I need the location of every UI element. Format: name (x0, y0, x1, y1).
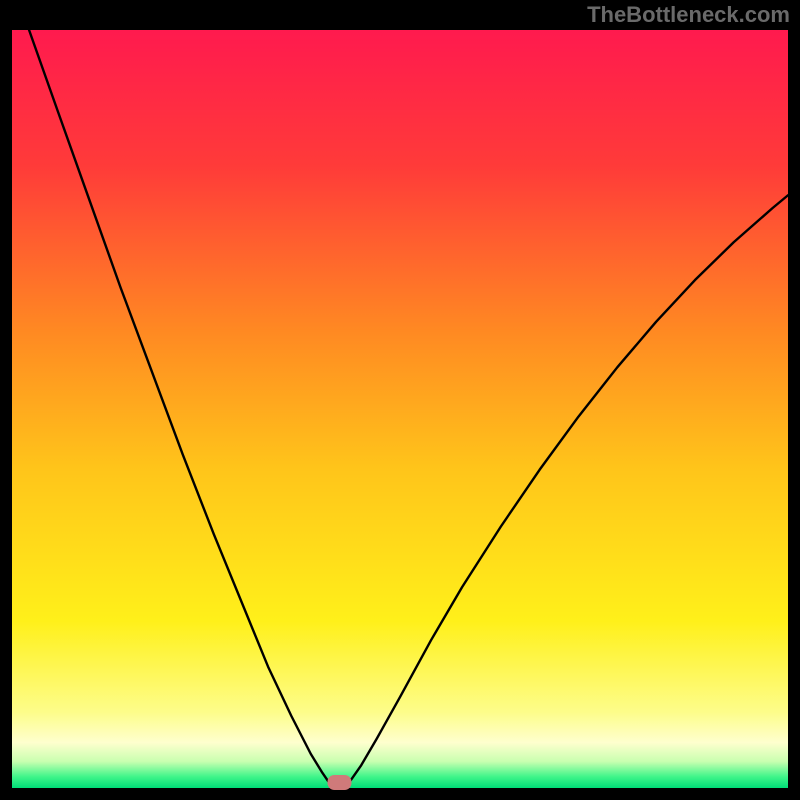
chart-container: TheBottleneck.com (0, 0, 800, 800)
watermark-text: TheBottleneck.com (587, 2, 790, 28)
gradient-background (12, 30, 788, 788)
optimal-point-marker (327, 775, 351, 790)
bottleneck-chart (0, 0, 800, 800)
